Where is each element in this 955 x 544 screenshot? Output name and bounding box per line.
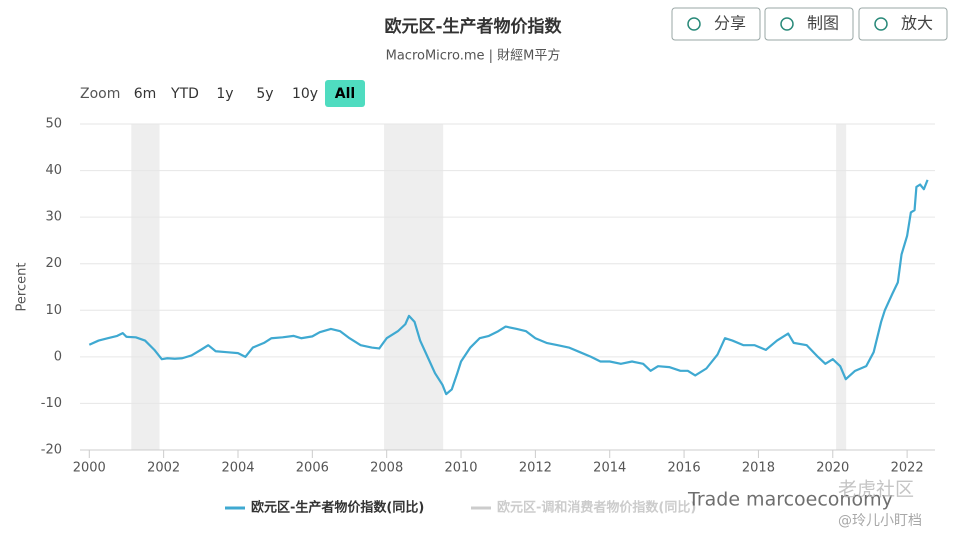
y-tick-label: 20	[45, 256, 62, 271]
watermark: @玲儿小盯档	[838, 513, 922, 529]
button-label[interactable]: 制图	[807, 14, 839, 33]
y-tick-label: 10	[45, 303, 62, 318]
button[interactable]	[764, 7, 854, 41]
button-label[interactable]: 放大	[901, 14, 933, 33]
button[interactable]	[858, 7, 948, 41]
x-tick-label: 2022	[891, 461, 924, 476]
x-tick-label: 2012	[519, 461, 552, 476]
button-icon	[780, 17, 794, 31]
x-tick-label: 2002	[147, 461, 180, 476]
zoom-button-bg[interactable]	[325, 80, 365, 107]
zoom-button[interactable]: 5y	[256, 86, 273, 102]
x-tick-label: 2014	[593, 461, 626, 476]
y-tick-label: 50	[45, 117, 62, 132]
button-icon	[687, 17, 701, 31]
y-axis-label: Percent	[15, 263, 30, 312]
button-icon	[874, 17, 888, 31]
x-tick-label: 2006	[296, 461, 329, 476]
chart-title: 欧元区-生产者物价指数	[384, 16, 562, 37]
x-tick-label: 2008	[370, 461, 403, 476]
legend-label[interactable]: 欧元区-调和消费者物价指数(同比)	[497, 500, 696, 516]
x-tick-label: 2004	[221, 461, 254, 476]
y-tick-label: -10	[41, 396, 62, 411]
y-tick-label: 0	[54, 349, 62, 364]
y-tick-label: -20	[41, 443, 62, 458]
x-tick-label: 2010	[444, 461, 477, 476]
button[interactable]	[671, 7, 761, 41]
x-tick-label: 2018	[742, 461, 775, 476]
zoom-button[interactable]: 10y	[292, 86, 318, 102]
zoom-button[interactable]: 1y	[216, 86, 233, 102]
watermark: Trade marcoeconomy	[687, 489, 893, 511]
x-tick-label: 2016	[668, 461, 701, 476]
watermark: 老虎社区	[838, 479, 914, 501]
x-tick-label: 2000	[73, 461, 106, 476]
zoom-button[interactable]: All	[335, 86, 355, 102]
y-tick-label: 40	[45, 163, 62, 178]
data-line	[88, 179, 929, 396]
chart-subtitle: MacroMicro.me | 財經M平方	[386, 48, 561, 64]
y-tick-label: 30	[45, 210, 62, 225]
zoom-button[interactable]: 6m	[134, 86, 157, 102]
zoom-label: Zoom	[80, 86, 120, 102]
shaded-range	[384, 124, 444, 450]
legend-label[interactable]: 欧元区-生产者物价指数(同比)	[251, 500, 424, 516]
shaded-range	[836, 124, 847, 450]
button-label[interactable]: 分享	[714, 14, 746, 33]
x-tick-label: 2020	[816, 461, 849, 476]
shaded-range	[131, 124, 160, 450]
zoom-button[interactable]: YTD	[170, 86, 199, 102]
